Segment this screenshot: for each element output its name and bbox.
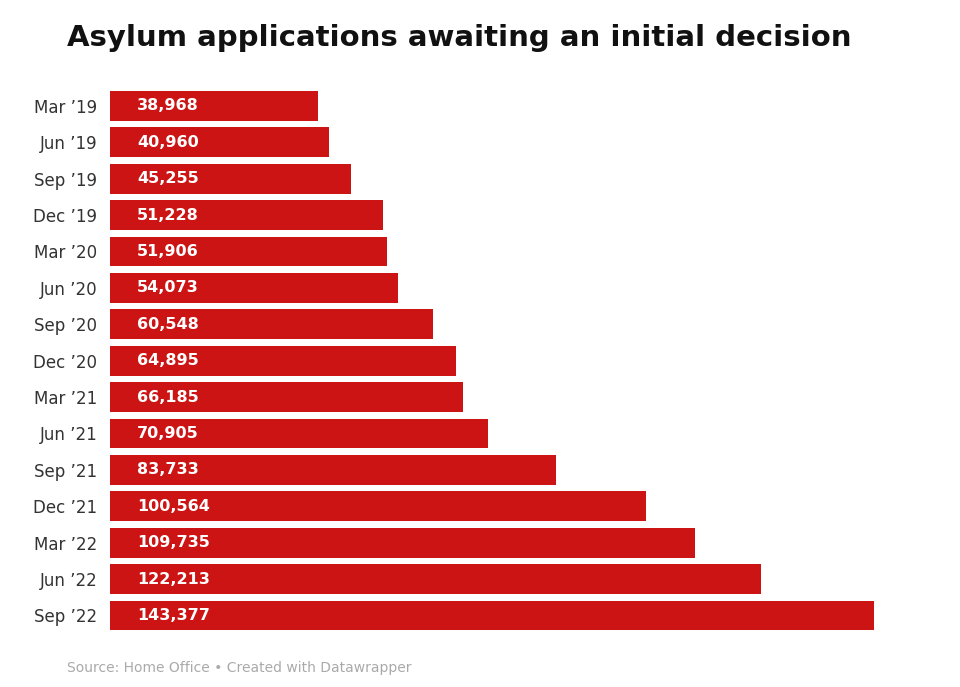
- Text: 64,895: 64,895: [137, 353, 199, 368]
- Bar: [110, 200, 383, 230]
- Bar: [110, 564, 761, 594]
- Text: Source: Home Office • Created with Datawrapper: Source: Home Office • Created with Dataw…: [67, 661, 412, 675]
- Text: 60,548: 60,548: [137, 317, 199, 332]
- Bar: [110, 491, 646, 521]
- Text: 51,906: 51,906: [137, 244, 199, 259]
- Bar: [110, 418, 488, 449]
- Bar: [110, 309, 433, 339]
- Bar: [110, 273, 398, 303]
- Bar: [110, 236, 387, 267]
- Text: Asylum applications awaiting an initial decision: Asylum applications awaiting an initial …: [67, 24, 852, 52]
- Bar: [110, 127, 328, 157]
- Bar: [110, 528, 695, 558]
- Bar: [110, 455, 557, 485]
- Text: 83,733: 83,733: [137, 462, 199, 477]
- Bar: [110, 91, 318, 121]
- Text: 122,213: 122,213: [137, 572, 210, 587]
- Text: 54,073: 54,073: [137, 280, 199, 295]
- Text: 143,377: 143,377: [137, 608, 210, 623]
- Text: 70,905: 70,905: [137, 426, 199, 441]
- Bar: [110, 600, 875, 631]
- Text: 109,735: 109,735: [137, 535, 210, 550]
- Bar: [110, 346, 456, 376]
- Text: 40,960: 40,960: [137, 135, 199, 150]
- Text: 45,255: 45,255: [137, 171, 199, 186]
- Text: 38,968: 38,968: [137, 98, 199, 113]
- Bar: [110, 164, 351, 194]
- Bar: [110, 382, 463, 412]
- Text: 51,228: 51,228: [137, 207, 199, 223]
- Text: 100,564: 100,564: [137, 499, 210, 514]
- Text: 66,185: 66,185: [137, 390, 199, 405]
